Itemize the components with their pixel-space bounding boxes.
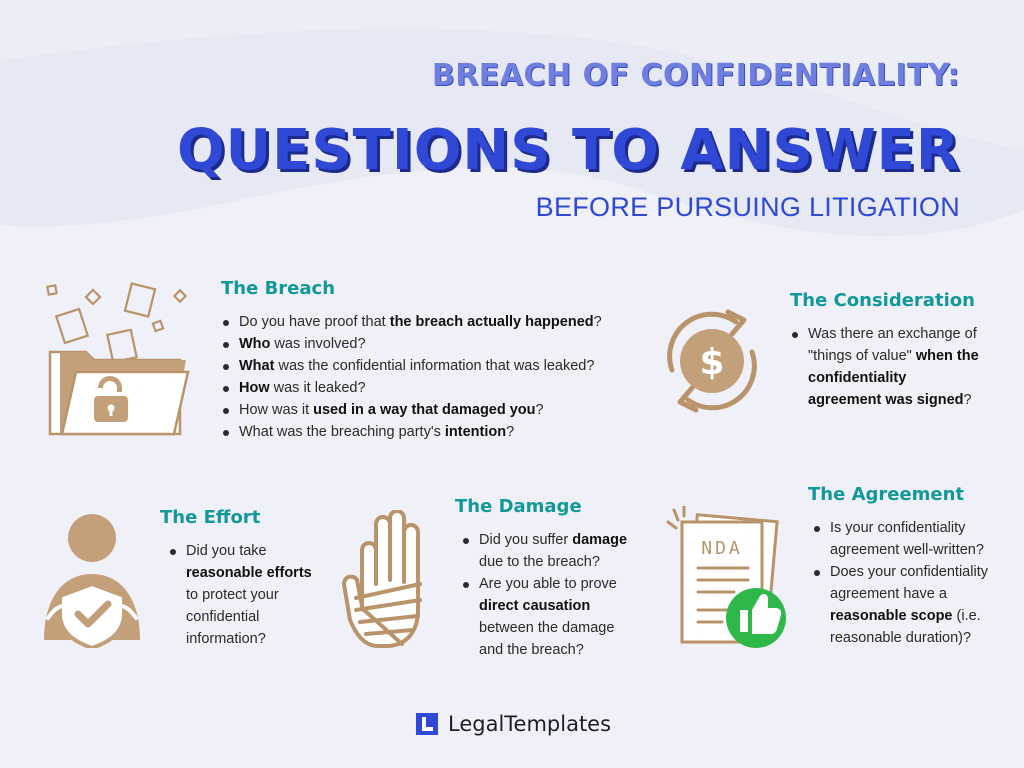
effort-item-text: reasonable efforts	[186, 565, 312, 581]
kicker-title: BREACH OF CONFIDENTIALITY:	[431, 58, 960, 93]
breach-item-text: was the confidential information that wa…	[274, 358, 595, 374]
breach-list: Do you have proof that the breach actual…	[221, 311, 641, 443]
breach-item-text: What	[239, 358, 275, 374]
breach-item-text: was involved?	[270, 336, 366, 352]
breach-item-text: What was the breaching party's	[239, 424, 445, 440]
breach-item-text: was it leaked?	[269, 380, 366, 396]
damage-list: Did you suffer damage due to the breach?…	[455, 529, 635, 661]
breach-item-text: ?	[506, 424, 515, 440]
breach-list-item: What was the confidential information th…	[221, 355, 641, 377]
breach-section: The Breach Do you have proof that the br…	[221, 278, 641, 443]
brand-name: LegalTemplates	[448, 712, 612, 736]
person-shield-icon	[28, 508, 152, 648]
consideration-section: The Consideration Was there an exchange …	[790, 290, 1000, 411]
agreement-item-text: Does your confidentiality agreement have…	[830, 564, 988, 602]
effort-title: The Effort	[160, 507, 261, 528]
effort-section: The Effort Did you take reasonable effor…	[160, 507, 335, 650]
breach-list-item: How was it leaked?	[221, 377, 641, 399]
bandaged-hand-icon	[342, 510, 434, 652]
effort-item-text: Did you take	[186, 543, 267, 559]
breach-list-item: Who was involved?	[221, 333, 641, 355]
consideration-item-text: when the confidentiality agreement was s…	[808, 348, 979, 408]
consideration-item-text: ?	[963, 392, 972, 408]
damage-item-text: Did you suffer	[479, 532, 573, 548]
breach-list-item: Do you have proof that the breach actual…	[221, 311, 641, 333]
effort-list-item: Did you take reasonable efforts to prote…	[168, 540, 320, 650]
agreement-list-item: Is your confidentiality agreement well-w…	[812, 517, 993, 561]
nda-label: NDA	[701, 538, 743, 559]
consideration-list: Was there an exchange of "things of valu…	[790, 323, 980, 411]
damage-list-item: Did you suffer damage due to the breach?	[461, 529, 635, 573]
agreement-item-text: Is your confidentiality agreement well-w…	[830, 520, 984, 558]
breach-item-text: intention	[444, 424, 507, 440]
breach-item-text: Who	[239, 336, 271, 352]
consideration-list-item: Was there an exchange of "things of valu…	[790, 323, 980, 411]
damage-item-text: direct causation	[479, 598, 591, 614]
breach-item-text: the breach actually happened	[389, 314, 594, 330]
damage-title: The Damage	[455, 496, 582, 517]
damage-list-item: Are you able to prove direct causation b…	[461, 573, 635, 661]
agreement-item-text: reasonable scope	[830, 608, 953, 624]
agreement-section: The Agreement Is your confidentiality ag…	[808, 484, 1008, 649]
subheadline: BEFORE PURSUING LITIGATION	[535, 192, 960, 222]
breach-item-text: How was it	[239, 402, 314, 418]
damage-item-text: Are you able to prove	[479, 576, 617, 592]
agreement-item-text: (i.e. reasonable duration)?	[830, 608, 981, 646]
damage-section: The Damage Did you suffer damage due to …	[455, 496, 645, 661]
damage-item-text: damage	[572, 532, 628, 548]
damage-item-text: due to the breach?	[479, 554, 600, 570]
breach-item-text: ?	[593, 314, 602, 330]
breach-item-text: used in a way that damaged you	[313, 402, 536, 418]
legaltemplates-logo-icon	[416, 713, 438, 735]
consideration-item-text: Was there an exchange of "things of valu…	[808, 326, 977, 364]
dollar-sign: $	[699, 342, 724, 383]
effort-item-text: to protect your confidential information…	[186, 587, 279, 647]
effort-list: Did you take reasonable efforts to prote…	[160, 540, 320, 650]
dollar-cycle-icon: $	[654, 306, 770, 416]
main-headline: QUESTIONS TO ANSWER	[177, 118, 960, 183]
agreement-title: The Agreement	[808, 484, 965, 505]
breach-list-item: How was it used in a way that damaged yo…	[221, 399, 641, 421]
breach-item-text: How	[239, 380, 270, 396]
breach-list-item: What was the breaching party's intention…	[221, 421, 641, 443]
nda-thumbs-up-icon: NDA	[664, 506, 794, 656]
breach-title: The Breach	[221, 278, 336, 299]
consideration-title: The Consideration	[790, 290, 975, 311]
agreement-list: Is your confidentiality agreement well-w…	[808, 517, 993, 649]
breach-item-text: ?	[535, 402, 544, 418]
breach-item-text: Do you have proof that	[239, 314, 390, 330]
brand-logo: LegalTemplates	[416, 712, 611, 736]
folder-unlocked-icon	[42, 280, 202, 440]
agreement-list-item: Does your confidentiality agreement have…	[812, 561, 993, 649]
damage-item-text: between the damage and the breach?	[479, 620, 615, 658]
